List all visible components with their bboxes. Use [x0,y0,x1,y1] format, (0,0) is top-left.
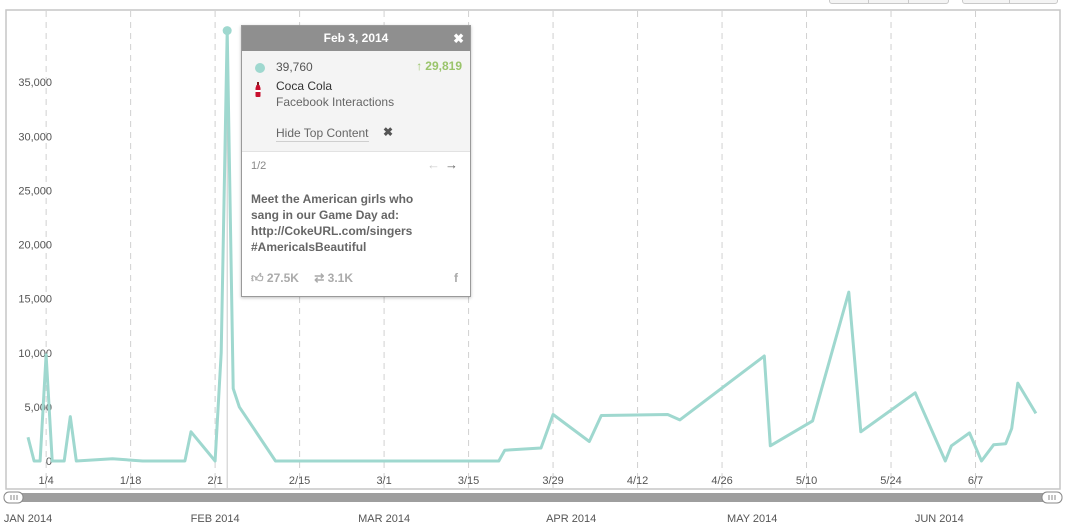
y-tick-label: 35,000 [18,77,52,89]
navigator-label: JUN 2014 [915,513,964,525]
x-axis-ticks: 1/4 1/18 2/1 2/15 3/1 3/15 3/29 4/12 4/26 5/10 5/2… [38,475,983,487]
highlight-point[interactable] [222,26,232,36]
likes-stat: 👍︎ 27.5K [251,271,299,286]
close-icon[interactable]: ✖ [453,31,464,46]
top-post-text: Meet the American girls who sang in our … [251,191,456,255]
tooltip-pager: 1/2 [251,160,267,172]
tooltip-header: Feb 3, 2014 ✖ [242,26,470,51]
tooltip-metric: Facebook Interactions [276,95,395,109]
zoom-button-group[interactable] [829,0,949,4]
navigator-label: MAR 2014 [358,513,410,525]
hide-top-content-link[interactable]: Hide Top Content [276,126,369,142]
arrow-right-icon[interactable]: → [445,157,458,172]
navigator-right-handle[interactable] [1041,491,1063,504]
likes-count: 27.5K [266,271,299,285]
hide-close-icon[interactable]: ✖ [383,125,394,139]
y-tick-label: 5,000 [24,402,52,414]
post-line: sang in our Game Day ad: [251,208,400,222]
share-icon: ⇄ [314,271,325,285]
x-tick-label: 1/18 [120,475,141,487]
post-line: http://CokeURL.com/singers [251,224,413,238]
data-point-tooltip: Feb 3, 2014 ✖ 39,760 ↑ 29,819 Coca Cola F… [241,25,471,297]
y-tick-label: 10,000 [18,348,52,360]
x-tick-label: 3/29 [542,475,563,487]
navigator-label: JAN 2014 [4,513,52,525]
tooltip-value: 39,760 [276,60,313,74]
vertical-gridlines [45,11,977,488]
x-tick-label: 4/12 [627,475,648,487]
x-tick-label: 3/15 [458,475,479,487]
series-line-coca-cola [26,29,1038,463]
x-tick-label: 2/1 [207,475,222,487]
export-button-group[interactable] [962,0,1058,4]
x-tick-label: 5/10 [796,475,817,487]
arrow-left-icon[interactable]: ← [427,157,440,172]
x-tick-label: 2/15 [289,475,310,487]
navigator-label: FEB 2014 [191,513,240,525]
tooltip-change-value: 29,819 [425,59,462,73]
coca-cola-bottle-icon [255,82,261,97]
navigator-month-labels: JAN 2014 FEB 2014 MAR 2014 APR 2014 MAY 2014… [4,513,964,525]
navigator-left-handle[interactable] [3,491,24,504]
post-line: Meet the American girls who [251,192,414,206]
shares-count: 3.1K [327,271,354,285]
navigator-label: APR 2014 [546,513,596,525]
tooltip-brand: Coca Cola [276,79,333,93]
y-axis-ticks: 0 5,000 10,000 15,000 20,000 25,000 30,000 35,0… [18,77,52,468]
x-tick-label: 3/1 [376,475,391,487]
arrow-up-icon: ↑ [416,59,423,73]
post-stats: 👍︎ 27.5K ⇄ 3.1K [251,271,365,286]
y-tick-label: 20,000 [18,240,52,252]
y-tick-label: 25,000 [18,185,52,197]
x-tick-label: 5/24 [880,475,901,487]
x-tick-label: 4/26 [711,475,732,487]
x-tick-label: 6/7 [968,475,983,487]
tooltip-change: ↑ 29,819 [416,59,462,73]
range-navigator-bar[interactable] [10,493,1055,502]
shares-stat: ⇄ 3.1K [314,271,353,285]
post-line: #AmericaIsBeautiful [251,240,367,254]
facebook-icon[interactable]: f [454,271,458,285]
series-color-dot [255,63,265,73]
plot-area [5,9,1061,490]
y-tick-label: 0 [46,456,52,468]
y-tick-label: 30,000 [18,131,52,143]
tooltip-date: Feb 3, 2014 [323,31,389,45]
x-tick-label: 1/4 [38,475,53,487]
thumbs-up-icon: 👍︎ [251,271,264,285]
navigator-label: MAY 2014 [727,513,777,525]
tooltip-summary: 39,760 ↑ 29,819 Coca Cola Facebook Intera… [242,51,470,152]
y-tick-label: 15,000 [18,294,52,306]
